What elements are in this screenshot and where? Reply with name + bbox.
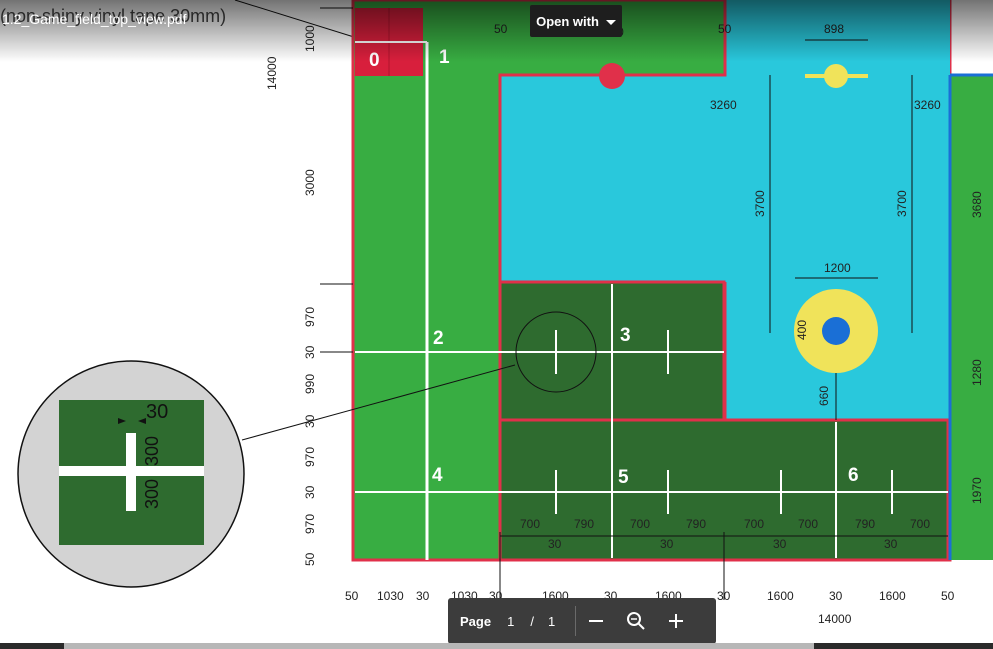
callout-dim: 30: [146, 401, 168, 423]
left-dim: 50: [303, 552, 317, 566]
left-dim: 970: [303, 514, 317, 534]
open-with-label: Open with: [536, 13, 599, 29]
left-dim: 3000: [303, 169, 317, 196]
left-dim: 970: [303, 307, 317, 327]
page-separator: /: [530, 613, 534, 629]
bottom-inner-small: 30: [548, 537, 562, 551]
inner-dim: 1200: [824, 261, 851, 275]
right-dim: 1280: [970, 359, 984, 386]
right-dim: 3680: [970, 191, 984, 218]
inner-dim: 3700: [895, 190, 909, 217]
left-dim: 990: [303, 374, 317, 394]
zoom-reset-button[interactable]: [616, 598, 656, 644]
zoom-in-button[interactable]: [656, 598, 696, 644]
inner-dim: 660: [817, 386, 831, 406]
horizontal-scrollbar[interactable]: [0, 643, 993, 649]
bottom-inner-small: 30: [660, 537, 674, 551]
total-pages: 1: [547, 613, 556, 629]
bottom-dim: 50: [345, 589, 359, 603]
inner-dim: 3260: [914, 98, 941, 112]
zone-label-5: 5: [618, 467, 629, 488]
target-inner: [822, 317, 850, 345]
bottom-dim: 1600: [879, 589, 906, 603]
bottom-inner-dim: 700: [520, 517, 540, 531]
left-dim: 970: [303, 447, 317, 467]
red-node: [599, 63, 625, 89]
yellow-node: [824, 64, 848, 88]
minus-icon: [589, 620, 604, 622]
bottom-dim: 50: [941, 589, 955, 603]
bottom-inner-dim: 790: [855, 517, 875, 531]
zone-label-6: 6: [848, 465, 859, 486]
bottom-inner-dim: 790: [686, 517, 706, 531]
zoom-out-button[interactable]: [576, 598, 616, 644]
inner-dim: 400: [795, 320, 809, 340]
inner-dim: 3700: [753, 190, 767, 217]
left-dim: 30: [303, 485, 317, 499]
bottom-inner-small: 30: [884, 537, 898, 551]
current-page[interactable]: 1: [507, 613, 515, 629]
bottom-inner-dim: 790: [574, 517, 594, 531]
callout-dim: 300: [142, 436, 162, 466]
left-dim: 30: [303, 345, 317, 359]
zone-label-4: 4: [432, 465, 443, 486]
inner-dim: 3260: [710, 98, 737, 112]
zone-label-3: 3: [620, 325, 631, 346]
pager-divider: [575, 606, 577, 636]
bottom-inner-dim: 700: [630, 517, 650, 531]
scrollbar-thumb[interactable]: [64, 643, 814, 649]
page-label: Page: [460, 613, 492, 629]
bottom-dim: 30: [416, 589, 430, 603]
bottom-dim: 30: [829, 589, 843, 603]
bottom-dim: 30: [717, 589, 731, 603]
right-dim: 1970: [970, 477, 984, 504]
bottom-inner-dim: 700: [798, 517, 818, 531]
bottom-inner-small: 30: [773, 537, 787, 551]
left-dim: 30: [303, 414, 317, 428]
open-with-button[interactable]: Open with: [530, 5, 622, 37]
bottom-inner-dim: 700: [744, 517, 764, 531]
zone-label-2: 2: [433, 328, 444, 349]
bottom-total: 14000: [818, 612, 852, 626]
left-dim: 14000: [265, 56, 279, 90]
bottom-dim: 1030: [377, 589, 404, 603]
page-controls: Page 1 / 1: [448, 598, 716, 644]
bottom-inner-dim: 700: [910, 517, 930, 531]
callout-dim: 300: [142, 479, 162, 509]
viewer-top-bar: 1.2_Game_field_top_view.pdf Open with: [0, 0, 993, 62]
magnifier-icon: [627, 612, 645, 630]
caret-down-icon: [605, 19, 616, 25]
bottom-dim: 1600: [767, 589, 794, 603]
file-name: 1.2_Game_field_top_view.pdf: [2, 11, 187, 27]
plus-icon: [669, 614, 684, 628]
